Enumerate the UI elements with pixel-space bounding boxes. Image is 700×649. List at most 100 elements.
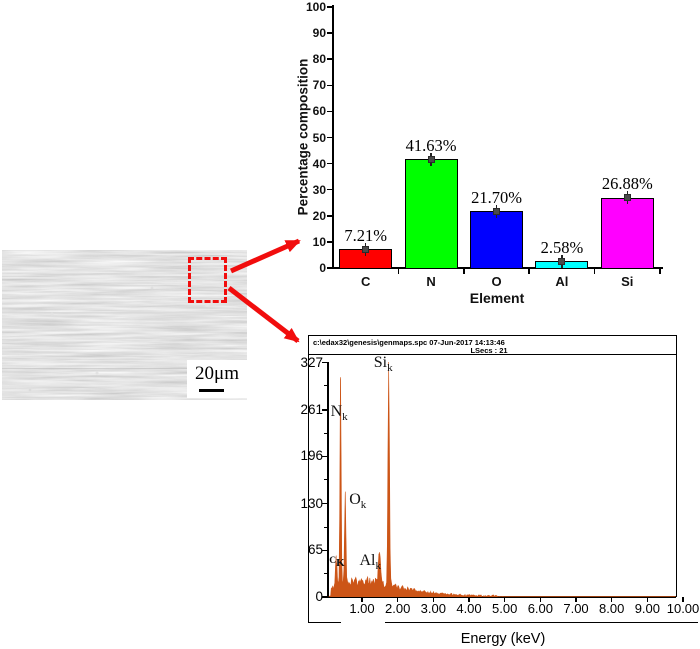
spectrum-y-tick [321,361,328,364]
spectrum-x-tick [361,597,363,602]
spectrum-y-tick-label: 0 [315,589,323,604]
peak-label-O: Ok [349,490,367,511]
scale-bar-line [199,389,224,392]
y-tick [326,32,333,34]
y-tick-label: 20 [312,208,326,223]
spectrum-x-tick [432,597,435,602]
x-tick [397,268,400,274]
spectrum-x-tick [396,597,399,602]
error-marker [427,155,435,163]
bar-value-label: 7.21% [344,225,387,245]
spectrum-y-tick [321,596,328,598]
arrow-to-spectrum [227,286,300,343]
peak-label-Al: Alk [359,551,381,572]
scale-bar-label: 20μm [195,363,239,384]
bar-O [470,211,523,269]
y-tick-label: 90 [312,26,326,41]
spectrum-y-tick [321,503,328,505]
y-tick [326,267,333,269]
peak-label-N: Nk [330,402,348,423]
spectrum-x-tick-label: 2.00 [385,601,411,616]
y-tick-label: 50 [312,130,326,145]
spectrum-x-tick [682,597,684,602]
spectrum-x-tick [468,597,470,602]
peak-label-Si: Sik [373,354,393,375]
x-tick [593,268,596,274]
spectrum-x-tick [610,597,613,602]
category-label: N [426,273,436,289]
spectrum-x-tick [539,597,542,602]
y-tick-label: 0 [319,261,326,275]
spectrum-y-minor-tick [323,526,328,528]
spectrum-x-tick [503,597,506,602]
spectrum-x-tick-label: 8.00 [599,601,625,616]
spectrum-y-tick-label: 130 [300,495,323,511]
spectrum-header-file: c:\edax32\genesis\genmaps.spc 07-Jun-201… [313,337,505,347]
error-marker [623,194,631,202]
x-tick [463,268,465,274]
category-label: O [491,273,502,289]
x-tick [528,268,530,274]
y-tick-label: 60 [312,104,326,119]
y-tick [326,188,333,191]
spectrum-y-tick [321,455,328,458]
spectrum-y-tick-label: 65 [307,542,323,558]
error-marker [493,207,500,215]
spectrum-y-minor-tick [323,385,328,387]
spectrum-x-tick-label: 4.00 [456,601,482,616]
bar-value-label: 41.63% [405,135,457,155]
sem-scratch-line [2,312,247,314]
spectrum-y-minor-tick [323,479,328,481]
y-tick [326,162,333,165]
spectrum-x-tick-label: 9.00 [634,601,661,616]
spectrum-x-tick-label: 3.00 [420,601,446,616]
spectrum-header-lsecs: LSecs : 21 [470,345,508,355]
bar-chart: Percentage composition Element 0 10 20 30 40… [0,0,700,320]
spectrum-frame-bottom-right [385,622,698,624]
spectrum-x-tick [646,597,649,602]
spectrum-x-tick-label: 1.00 [349,601,375,616]
bar-N [404,159,458,269]
y-tick [326,6,333,8]
bar-Si [600,197,654,269]
roi-dashed-box [188,257,227,303]
y-tick [326,215,333,217]
spectrum-x-tick-label: 5.00 [492,601,518,616]
spectrum-header-separator [308,354,676,356]
y-tick [326,58,333,60]
y-tick-label: 100 [305,0,326,14]
spectrum-y-minor-tick [323,432,328,434]
bar-value-label: 21.70% [471,187,522,207]
peak-label-C: CK [329,556,345,570]
y-tick [326,241,333,243]
spectrum-trace [328,361,676,597]
error-marker [558,257,566,265]
bar-value-label: 2.58% [540,237,584,257]
error-marker [362,245,370,253]
y-tick-label: 40 [312,156,326,171]
spectrum-y-tick [321,549,328,552]
spectrum-y-tick-label: 327 [300,354,323,370]
y-tick-label: 80 [312,52,326,67]
spectrum-x-tick-label: 10.00 [666,601,700,616]
bar-chart-y-axis [331,5,334,269]
spectrum-frame-right [675,335,677,597]
spectrum-y-minor-tick [323,573,328,575]
energy-axis-title: Energy (keV) [460,631,546,647]
spectrum-x-tick-label: 7.00 [563,601,589,616]
y-tick [326,136,333,139]
category-label: Al [555,273,569,289]
spectrum-frame-bottom-left [308,622,341,624]
y-tick-label: 30 [312,182,326,197]
spectrum-frame-top [308,335,676,337]
spectrum-y-tick-label: 261 [300,401,323,417]
spectrum-frame-left [308,335,310,623]
category-label: Si [621,273,634,289]
y-tick-label: 10 [312,234,326,249]
bar-value-label: 26.88% [601,174,653,194]
y-tick [326,110,333,113]
y-tick [326,84,333,87]
